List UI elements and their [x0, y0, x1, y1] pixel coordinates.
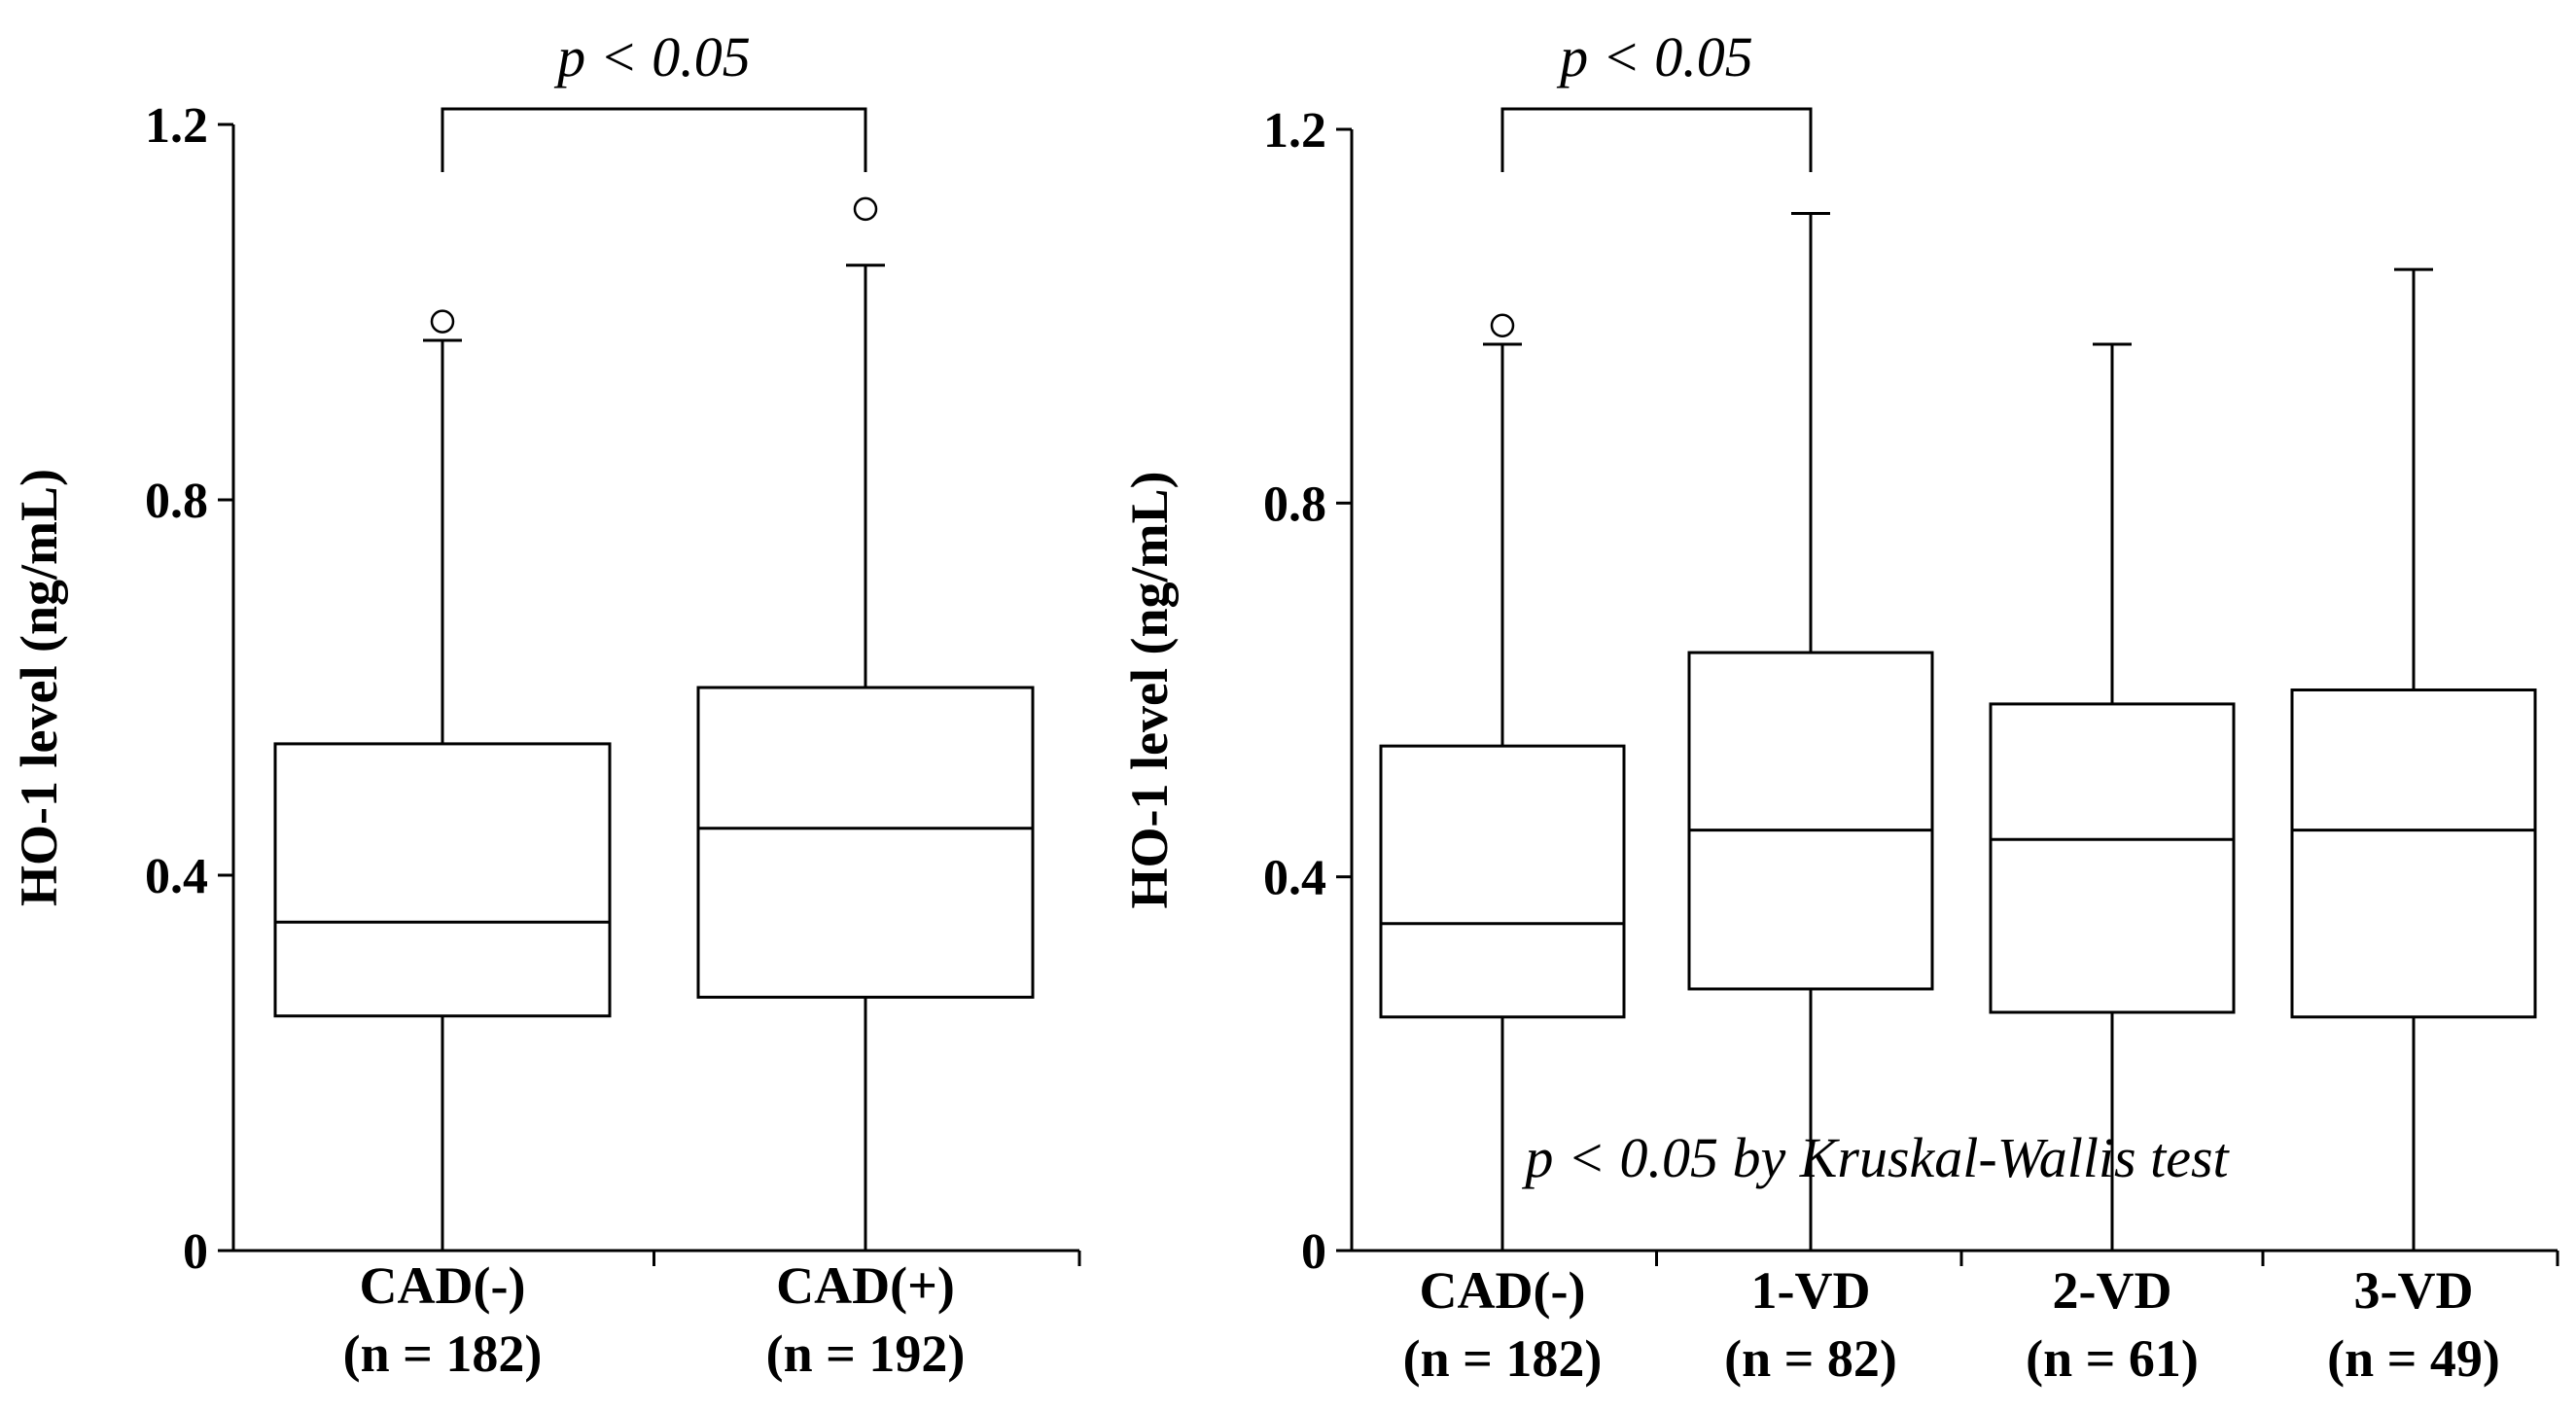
y-tick-label: 0	[183, 1224, 208, 1280]
significance-label: p < 0.05	[553, 25, 751, 88]
y-tick-label: 0.4	[1263, 851, 1326, 906]
box-iqr	[1379, 744, 1626, 1019]
y-axis-label: HO-1 level (ng/mL)	[1120, 472, 1179, 909]
category-count: (n = 82)	[1724, 1329, 1897, 1388]
category-count: (n = 192)	[766, 1324, 966, 1383]
y-tick-label: 0.8	[1263, 477, 1326, 532]
box-0	[1379, 313, 1626, 1251]
chart-panel-left: 0 0.4 0.8 1.2 HO-1 level (ng/mL) CAD(-) (n = 1…	[10, 25, 1081, 1383]
category-label: CAD(-)	[360, 1256, 526, 1315]
box-1	[696, 196, 1035, 1251]
chart-panel-right: 0 0.4 0.8 1.2 HO-1 level (ng/mL) CAD(-) (n = 1…	[1120, 25, 2559, 1388]
category-count: (n = 49)	[2327, 1329, 2500, 1388]
box-iqr	[273, 742, 612, 1018]
significance-bracket	[1500, 107, 1813, 172]
category-label: 3-VD	[2354, 1261, 2474, 1320]
box-iqr	[1989, 702, 2236, 1014]
y-axis-label: HO-1 level (ng/mL)	[10, 469, 68, 906]
box-iqr	[1687, 651, 1934, 991]
y-tick-label: 0	[1301, 1224, 1326, 1280]
box-iqr	[2290, 688, 2537, 1019]
category-count: (n = 182)	[1403, 1329, 1603, 1388]
category-label: 1-VD	[1751, 1261, 1871, 1320]
outlier-point	[853, 196, 878, 222]
box-1	[1687, 211, 1934, 1251]
box-3	[2290, 267, 2537, 1251]
box-0	[273, 309, 612, 1251]
box-iqr	[696, 686, 1035, 999]
y-tick-label: 0.4	[145, 849, 208, 904]
category-count: (n = 61)	[2026, 1329, 2199, 1388]
annotation-text: p < 0.05 by Kruskal-Wallis test	[1521, 1126, 2230, 1189]
y-tick-label: 1.2	[145, 98, 208, 154]
box-2	[1989, 342, 2236, 1251]
y-tick-label: 1.2	[1263, 103, 1326, 159]
significance-bracket	[441, 107, 867, 172]
category-label: CAD(-)	[1420, 1261, 1586, 1320]
outlier-point	[1490, 313, 1515, 338]
significance-label: p < 0.05	[1556, 25, 1753, 88]
category-label: CAD(+)	[776, 1256, 955, 1315]
outlier-point	[430, 309, 455, 334]
category-label: 2-VD	[2053, 1261, 2172, 1320]
y-tick-label: 0.8	[145, 474, 208, 529]
category-count: (n = 182)	[343, 1324, 543, 1383]
